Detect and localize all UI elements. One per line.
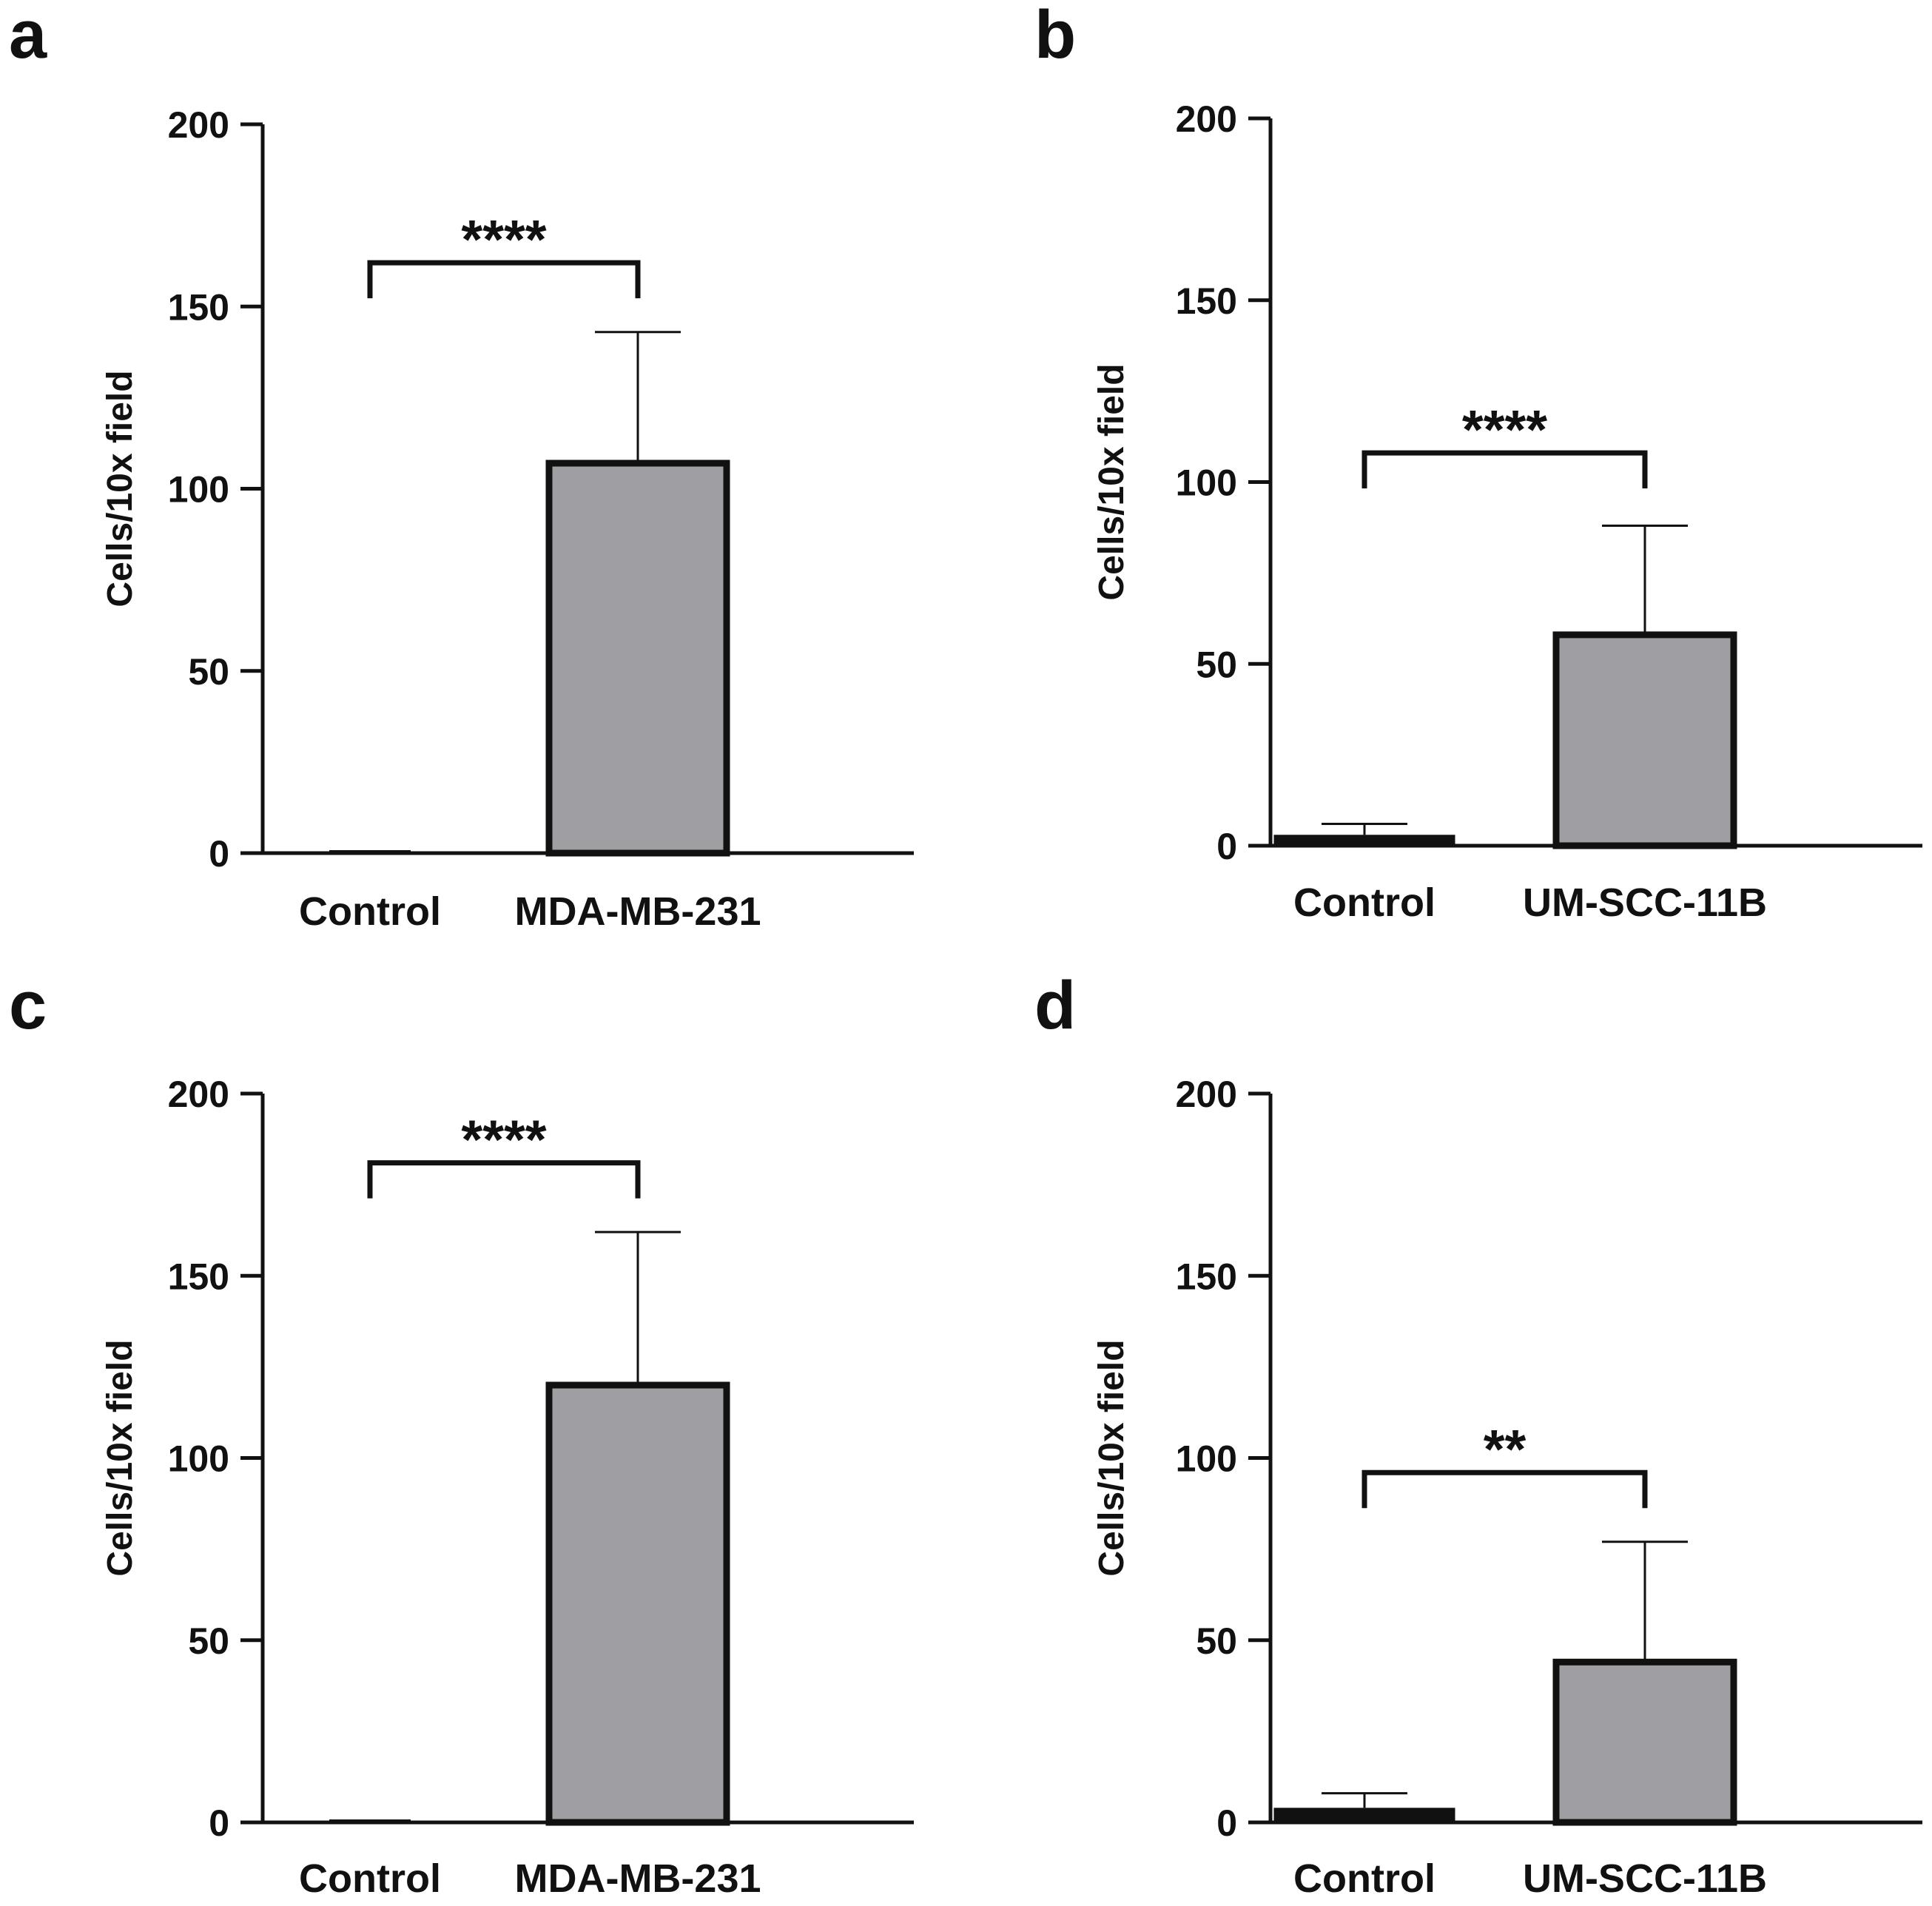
y-tick-label: 100 <box>168 469 229 511</box>
category-label: Control <box>1293 1856 1435 1901</box>
bar <box>1273 835 1455 846</box>
panel-letter: c <box>9 968 47 1043</box>
panel-letter: a <box>9 0 47 73</box>
category-label: UM-SCC-11B <box>1523 880 1767 925</box>
significance-bracket <box>1362 1469 1648 1509</box>
bar <box>329 1819 411 1822</box>
y-tick-label: 0 <box>1216 826 1237 867</box>
bar <box>545 1381 730 1826</box>
panel-letter: d <box>1034 968 1076 1043</box>
y-tick-label: 0 <box>209 833 229 875</box>
y-tick-label: 200 <box>168 1074 229 1115</box>
significance-bracket <box>367 260 641 299</box>
significance-stars: ** <box>1484 1418 1527 1480</box>
significance-bracket <box>1362 450 1648 489</box>
y-axis-title: Cells/10x field <box>1092 363 1131 600</box>
y-tick-label: 100 <box>168 1438 229 1480</box>
chart-panel-b: b 0 50 100 150 200 Cells/10x field Control UM-SC… <box>1034 0 1922 925</box>
y-tick-label: 100 <box>1176 1438 1237 1480</box>
bar <box>1273 1808 1455 1822</box>
y-tick-label: 200 <box>1176 98 1237 140</box>
category-label: MDA-MB-231 <box>514 889 761 934</box>
bar <box>545 459 730 857</box>
chart-panel-a: a 0 50 100 150 200 Cells/10x field Control MDA-M… <box>9 0 914 934</box>
chart-panel-c: c 0 50 100 150 200 Cells/10x field Control MDA-M… <box>9 968 914 1901</box>
y-tick-label: 150 <box>168 286 229 328</box>
category-label: Control <box>1293 880 1435 925</box>
y-tick-label: 200 <box>1176 1074 1237 1115</box>
y-tick-label: 50 <box>1196 1620 1237 1662</box>
category-label: UM-SCC-11B <box>1523 1856 1767 1901</box>
bar <box>1552 1658 1737 1826</box>
y-tick-label: 150 <box>1176 280 1237 322</box>
y-tick-label: 100 <box>1176 462 1237 504</box>
y-tick-label: 50 <box>188 651 229 693</box>
y-tick-label: 150 <box>1176 1256 1237 1297</box>
significance-stars: **** <box>461 1109 546 1171</box>
significance-stars: **** <box>461 209 546 270</box>
bar <box>329 850 411 853</box>
bar <box>1552 631 1737 849</box>
y-tick-label: 0 <box>1216 1802 1237 1844</box>
y-axis-title: Cells/10x field <box>101 1339 140 1576</box>
significance-stars: **** <box>1462 399 1547 460</box>
chart-panel-d: d 0 50 100 150 200 Cells/10x field Control UM-SC… <box>1034 968 1922 1901</box>
y-tick-label: 200 <box>168 104 229 146</box>
y-tick-label: 0 <box>209 1802 229 1844</box>
significance-bracket <box>367 1160 641 1199</box>
y-axis-title: Cells/10x field <box>101 370 140 607</box>
category-label: Control <box>299 889 441 934</box>
category-label: MDA-MB-231 <box>514 1856 761 1901</box>
y-axis-title: Cells/10x field <box>1092 1339 1131 1576</box>
panel-letter: b <box>1034 0 1076 73</box>
y-tick-label: 150 <box>168 1256 229 1297</box>
y-tick-label: 50 <box>188 1620 229 1662</box>
y-tick-label: 50 <box>1196 644 1237 685</box>
category-label: Control <box>299 1856 441 1901</box>
